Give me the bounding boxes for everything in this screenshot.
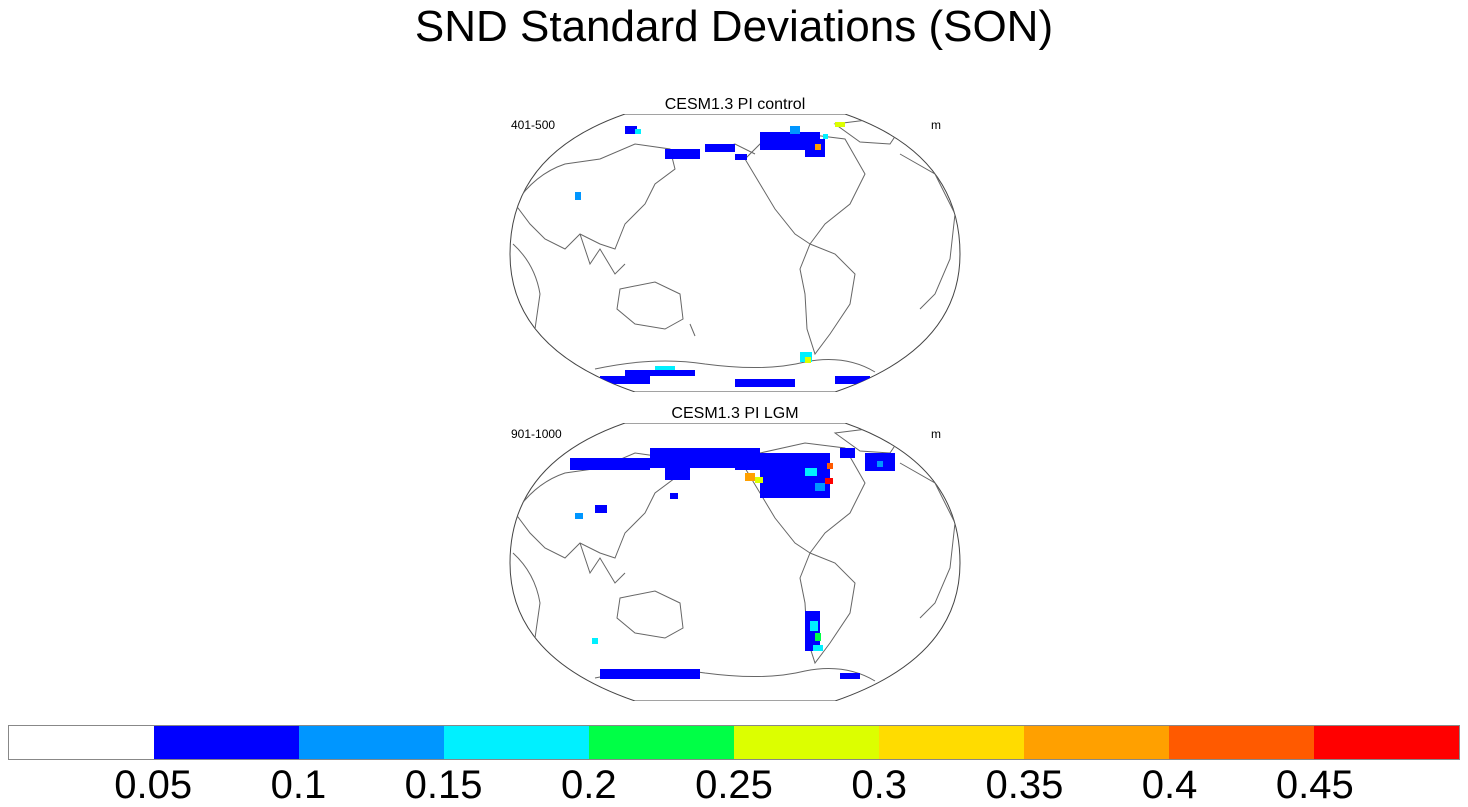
colorbar-tick-label: 0.25	[695, 763, 773, 807]
colorbar-segment	[589, 726, 734, 759]
colorbar-segment	[1314, 726, 1459, 759]
map-panel-control: CESM1.3 PI control 401-500 m	[505, 96, 965, 392]
colorbar-segment	[154, 726, 299, 759]
robinson-map-lgm	[509, 423, 961, 701]
panel-years-control: 401-500	[511, 118, 556, 132]
panel-title-lgm: CESM1.3 PI LGM	[671, 405, 799, 422]
colorbar-segment	[734, 726, 879, 759]
colorbar-segment	[879, 726, 1024, 759]
panel-units-lgm: m	[931, 427, 941, 441]
panel-units-control: m	[931, 118, 941, 132]
colorbar-segment	[299, 726, 444, 759]
colorbar-tick-label: 0.05	[114, 763, 193, 807]
colorbar-segment	[444, 726, 589, 759]
map-panel-lgm: CESM1.3 PI LGM 901-1000 m	[505, 405, 965, 701]
colorbar-tick-label: 0.2	[560, 763, 617, 807]
colorbar	[8, 725, 1460, 760]
panel-title-control: CESM1.3 PI control	[664, 96, 806, 113]
panel-years-lgm: 901-1000	[511, 427, 562, 441]
colorbar-tick-label: 0.35	[985, 763, 1064, 807]
colorbar-tick-labels: 0.05 0.1 0.15 0.2 0.25 0.3 0.35 0.4 0.45	[8, 763, 1460, 807]
figure-title: SND Standard Deviations (SON)	[414, 2, 1054, 51]
colorbar-tick-label: 0.1	[270, 763, 327, 807]
colorbar-segment	[1024, 726, 1169, 759]
colorbar-tick-label: 0.15	[404, 763, 483, 807]
colorbar-segment	[9, 726, 154, 759]
colorbar-tick-label: 0.3	[851, 763, 907, 807]
colorbar-tick-label: 0.45	[1275, 763, 1354, 807]
colorbar-tick-label: 0.4	[1141, 763, 1198, 807]
colorbar-segment	[1169, 726, 1314, 759]
robinson-map-control	[509, 114, 961, 392]
